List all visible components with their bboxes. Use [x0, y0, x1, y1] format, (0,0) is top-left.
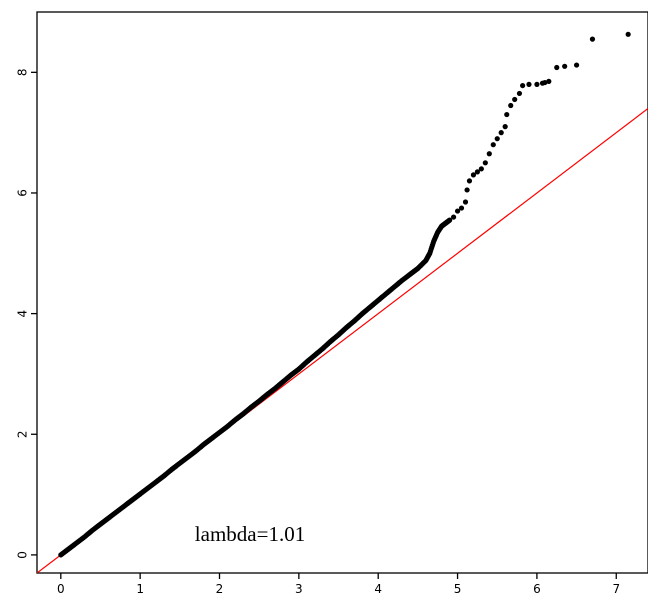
data-point: [464, 187, 470, 193]
data-point: [502, 124, 508, 130]
x-tick-label: 5: [454, 582, 462, 596]
data-point: [494, 136, 500, 142]
x-tick-label: 4: [374, 582, 382, 596]
data-point: [516, 90, 523, 97]
x-tick-label: 6: [533, 582, 541, 596]
data-point: [482, 160, 488, 166]
x-tick-label: 1: [136, 582, 144, 596]
y-tick-label: 4: [16, 310, 30, 318]
data-point: [490, 142, 496, 148]
data-point: [562, 63, 568, 69]
data-point: [486, 151, 492, 157]
data-point: [625, 31, 631, 37]
data-point: [454, 208, 461, 214]
x-tick-label: 0: [57, 582, 65, 596]
data-point: [542, 79, 548, 86]
data-point: [504, 111, 510, 118]
data-points: [58, 31, 631, 558]
data-point: [589, 36, 596, 42]
x-axis: 0 1 2 3 4 5 6 7: [57, 573, 620, 596]
data-point: [512, 96, 518, 103]
y-tick-label: 2: [16, 430, 30, 438]
plot-border: [36, 11, 648, 574]
data-point: [526, 81, 532, 87]
y-axis: 0 2 4 6 8: [16, 69, 37, 559]
data-point: [447, 217, 453, 223]
data-point: [554, 64, 560, 71]
data-point: [508, 102, 514, 109]
data-point: [498, 130, 504, 136]
data-point: [458, 205, 465, 211]
data-point: [462, 199, 469, 205]
data-point: [478, 166, 484, 172]
y-tick-label: 6: [16, 189, 30, 197]
data-point: [470, 172, 477, 178]
x-tick-label: 2: [216, 582, 224, 596]
x-tick-label: 3: [295, 582, 303, 596]
data-point: [474, 169, 480, 175]
data-point: [450, 214, 457, 220]
y-tick-label: 0: [16, 551, 30, 559]
data-point: [466, 178, 473, 184]
lambda-annotation: lambda=1.01: [195, 522, 305, 546]
data-point: [573, 62, 580, 68]
x-tick-label: 7: [612, 582, 620, 596]
data-point: [546, 78, 552, 84]
data-point: [520, 82, 526, 89]
data-point: [534, 81, 540, 87]
y-tick-label: 8: [16, 69, 30, 77]
